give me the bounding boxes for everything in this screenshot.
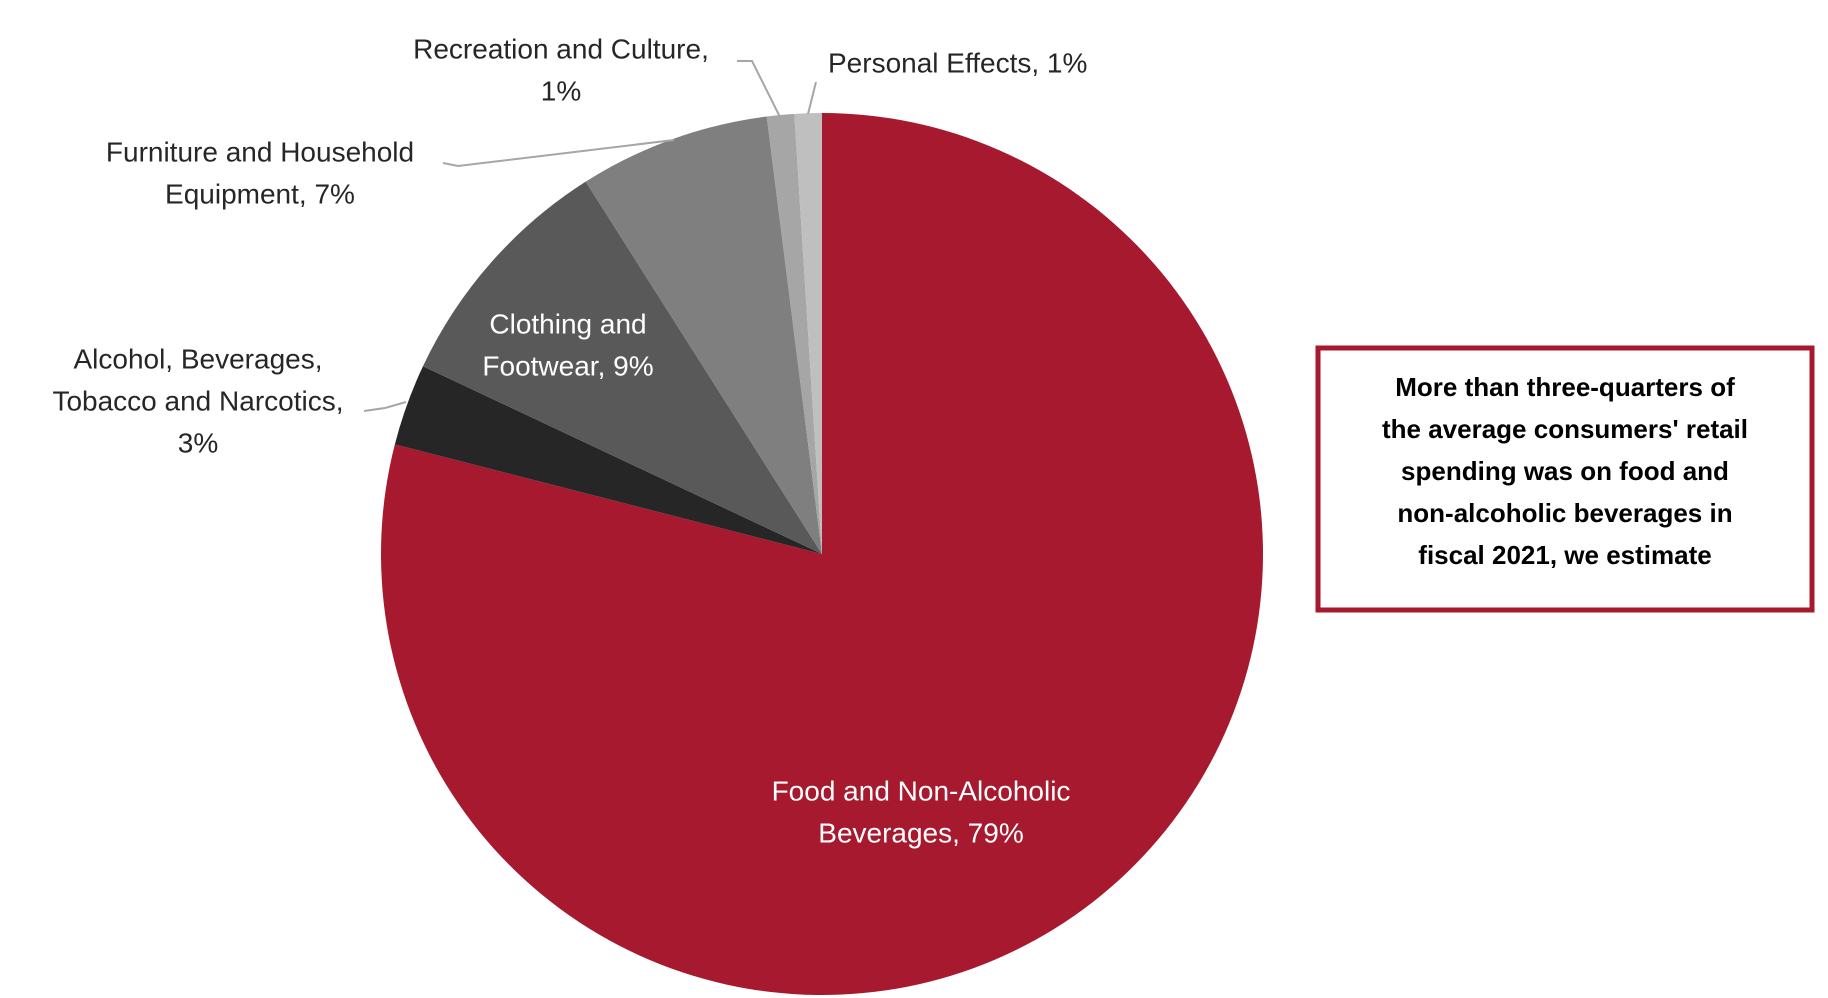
note-line: spending was on food and: [1401, 456, 1729, 486]
pie-slice: [766, 113, 822, 555]
data-label: Alcohol, Beverages,: [73, 343, 322, 374]
note-line: non-alcoholic beverages in: [1397, 498, 1732, 528]
note-line: fiscal 2021, we estimate: [1418, 540, 1711, 570]
pie-slice: [394, 366, 822, 554]
leader-line: [363, 401, 407, 412]
leader-line: [442, 139, 675, 168]
note-line: the average consumers' retail: [1382, 414, 1748, 444]
note-line: More than three-quarters of: [1395, 372, 1735, 402]
data-label: Personal Effects, 1%: [828, 47, 1087, 78]
data-label: Footwear, 9%: [482, 350, 653, 381]
note-box: [1315, 345, 1815, 613]
data-label: Beverages, 79%: [818, 817, 1023, 848]
data-label: 3%: [178, 427, 218, 458]
leader-line: [807, 81, 817, 115]
pie-slice: [585, 116, 822, 554]
leader-line: [737, 60, 781, 118]
pie-slice: [422, 181, 822, 555]
data-label: 1%: [541, 75, 581, 106]
note: More than three-quarters of the average c…: [1382, 372, 1748, 570]
data-label: Furniture and Household: [106, 136, 414, 167]
data-label: Clothing and: [489, 308, 646, 339]
data-label: Food and Non-Alcoholic: [772, 775, 1071, 806]
data-label: Equipment, 7%: [165, 178, 355, 209]
pie-slice: [794, 113, 822, 554]
data-label: Recreation and Culture,: [413, 33, 709, 64]
data-label: Tobacco and Narcotics,: [52, 385, 343, 416]
